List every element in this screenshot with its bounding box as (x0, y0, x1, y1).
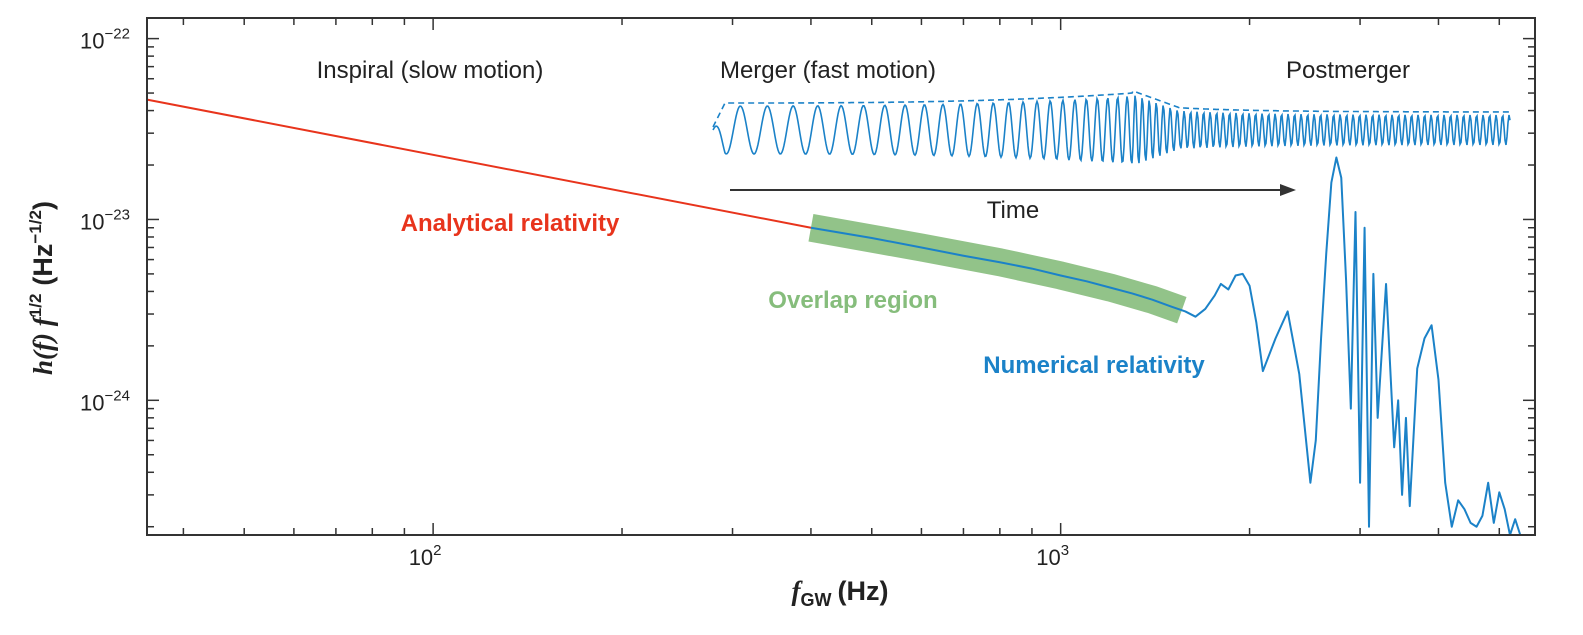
x-axis-subscript: GW (801, 590, 832, 610)
x-tick-label: 102 (409, 542, 442, 570)
x-tick-label: 103 (1036, 542, 1069, 570)
waveform-inset (712, 89, 1511, 164)
x-axis-symbol: f (792, 576, 804, 606)
series-label-overlap: Overlap region (768, 287, 937, 314)
y-axis-unit-close: ) (28, 201, 58, 210)
waveform-envelope (712, 89, 1510, 128)
series-line-numerical (810, 156, 1522, 536)
annotation-merger: Merger (fast motion) (720, 57, 936, 84)
time-arrow-head (1280, 184, 1296, 196)
series-line-analytical (146, 98, 812, 229)
annotation-inspiral: Inspiral (slow motion) (317, 57, 544, 84)
y-tick-label: 10−23 (80, 206, 130, 234)
y-tick-exponent: −24 (104, 387, 129, 404)
y-tick-base: 10 (80, 390, 104, 415)
series-layer (146, 98, 1522, 536)
y-axis-exponent: 1/2 (26, 294, 45, 318)
y-axis-prefix: h(f) f (28, 314, 58, 375)
series-label-numerical: Numerical relativity (983, 352, 1205, 379)
y-tick-base: 10 (80, 209, 104, 234)
series-label-analytical: Analytical relativity (401, 210, 620, 237)
y-tick-exponent: −23 (104, 206, 129, 223)
y-tick-label: 10−24 (80, 387, 130, 415)
y-axis-unit-exponent: −1/2 (26, 210, 45, 244)
plot-frame (146, 17, 1536, 536)
y-tick-label: 10−22 (80, 26, 130, 54)
time-arrow (730, 184, 1296, 196)
x-axis-unit: (Hz) (838, 576, 889, 606)
waveform-signal (712, 95, 1511, 164)
x-tick-base: 10 (409, 545, 433, 570)
annotation-time: Time (987, 197, 1039, 224)
y-tick-base: 10 (80, 29, 104, 54)
x-tick-exponent: 3 (1061, 542, 1069, 559)
y-tick-exponent: −22 (104, 26, 129, 43)
x-tick-exponent: 2 (433, 542, 441, 559)
x-axis-title: fGW (Hz) (792, 576, 889, 610)
x-tick-base: 10 (1036, 545, 1060, 570)
y-axis-unit-open: (Hz (28, 244, 58, 286)
y-axis-title: h(f) f1/2 (Hz−1/2) (26, 201, 58, 375)
annotation-postmerger: Postmerger (1286, 57, 1410, 84)
